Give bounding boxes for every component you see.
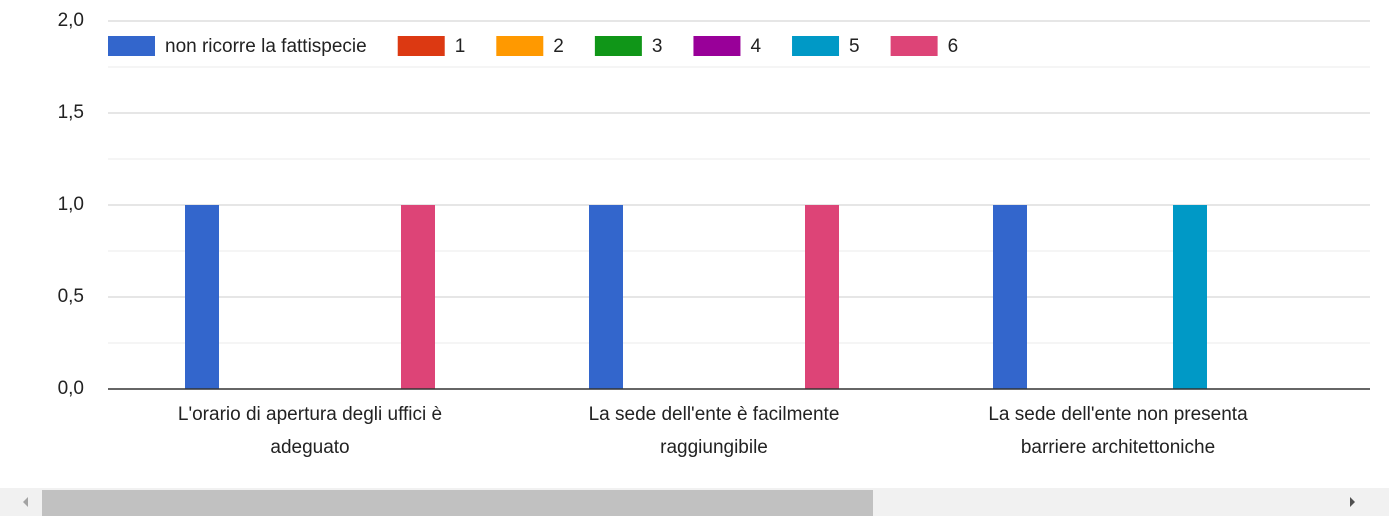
legend-label: 5 (849, 36, 860, 57)
legend-swatch (496, 36, 544, 56)
bar (993, 205, 1027, 389)
scroll-right-arrow[interactable] (1350, 497, 1355, 507)
bar (589, 205, 623, 389)
x-tick-label: raggiungibile (660, 437, 768, 458)
x-tick-label: La sede dell'ente è facilmente (589, 404, 840, 425)
legend-label: 2 (553, 36, 564, 57)
legend-label: 4 (750, 36, 761, 57)
y-tick-label: 1,0 (58, 194, 84, 215)
x-tick-label: La sede dell'ente non presenta (988, 404, 1248, 425)
plot-area: 0,0 0,5 1,0 1,5 2,0 L'orario di apertura degl… (58, 10, 1370, 458)
scroll-left-arrow[interactable] (23, 497, 28, 507)
y-tick-label: 0,5 (58, 286, 84, 307)
bar (1173, 205, 1207, 389)
legend-label: 1 (455, 36, 466, 57)
x-tick-label: barriere architettoniche (1021, 437, 1215, 458)
legend-label: 3 (652, 36, 663, 57)
bar (401, 205, 435, 389)
scrollbar[interactable] (0, 488, 1389, 516)
legend-label: 6 (948, 36, 959, 57)
y-tick-label: 2,0 (58, 10, 84, 31)
legend-swatch (108, 36, 155, 56)
legend-swatch (594, 36, 642, 56)
y-tick-label: 0,0 (58, 378, 84, 399)
scroll-thumb[interactable] (42, 490, 873, 516)
y-tick-label: 1,5 (58, 102, 84, 123)
legend-swatch (792, 36, 840, 56)
legend-swatch (693, 36, 741, 56)
bar (805, 205, 839, 389)
x-tick-label: adeguato (270, 437, 349, 458)
legend-label: non ricorre la fattispecie (165, 36, 367, 57)
bar (185, 205, 219, 389)
legend-swatch (397, 36, 445, 56)
legend-swatch (890, 36, 938, 56)
x-tick-label: L'orario di apertura degli uffici è (178, 404, 442, 425)
